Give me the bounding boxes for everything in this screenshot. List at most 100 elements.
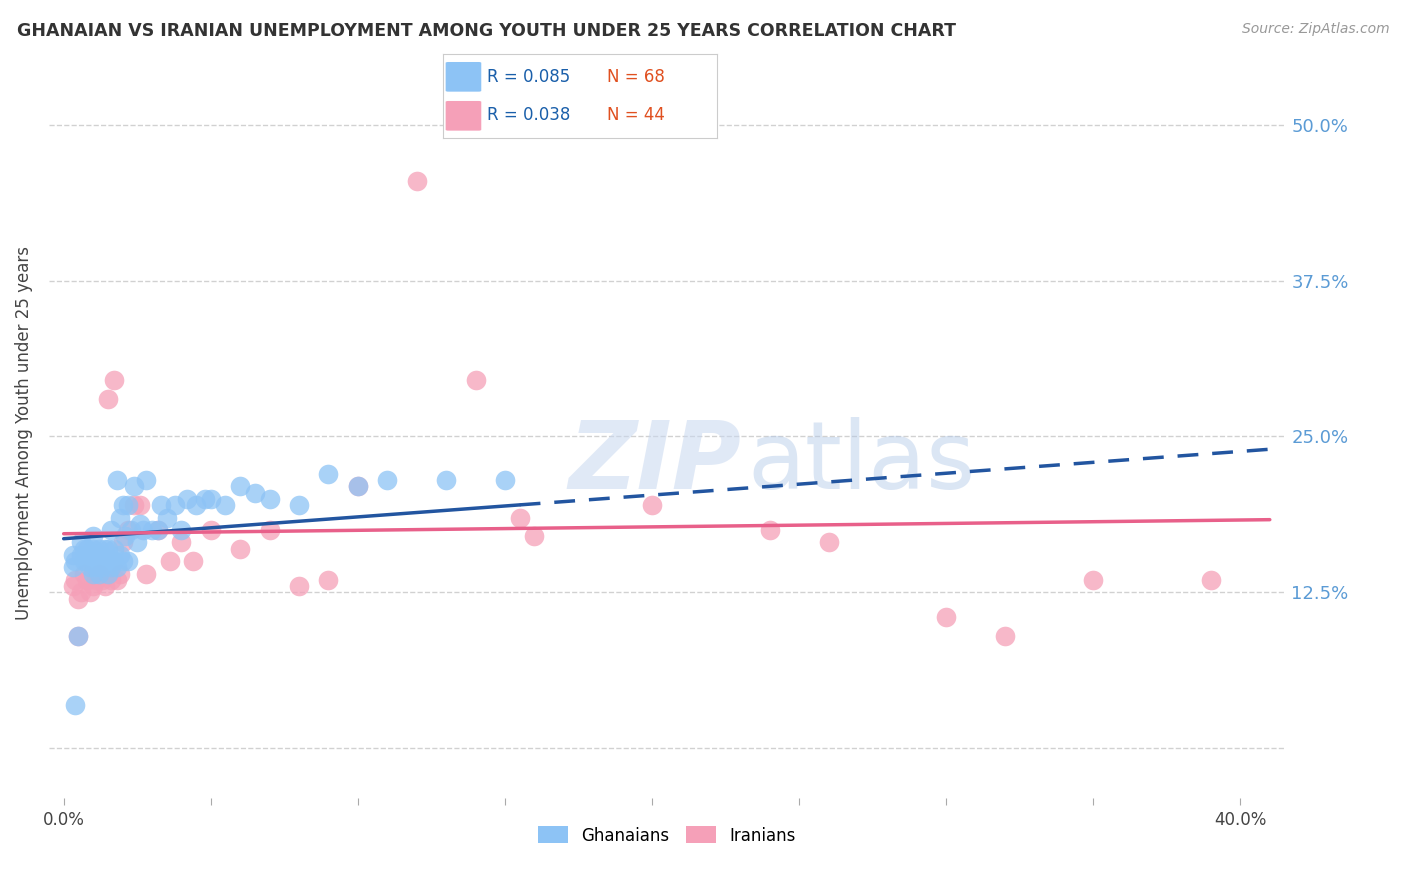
Point: [935, 610, 957, 624]
Point: [159, 554, 181, 568]
Point: [464, 373, 486, 387]
Point: [67, 629, 90, 643]
Point: [105, 473, 128, 487]
Point: [70, 548, 93, 562]
Point: [108, 510, 131, 524]
Point: [117, 554, 139, 568]
Point: [82, 579, 104, 593]
Point: [62, 579, 84, 593]
Point: [82, 566, 104, 581]
Point: [229, 479, 252, 493]
Point: [181, 554, 204, 568]
Point: [434, 473, 457, 487]
Point: [111, 554, 134, 568]
Point: [65, 554, 87, 568]
Point: [200, 523, 222, 537]
Y-axis label: Unemployment Among Youth under 25 years: Unemployment Among Youth under 25 years: [15, 246, 32, 620]
Point: [1199, 573, 1222, 587]
Point: [375, 473, 398, 487]
Point: [87, 554, 110, 568]
Point: [76, 541, 98, 556]
Point: [105, 560, 128, 574]
Point: [67, 629, 90, 643]
Point: [146, 523, 169, 537]
Point: [103, 541, 125, 556]
Point: [100, 560, 122, 574]
Point: [347, 479, 370, 493]
Point: [111, 498, 134, 512]
Point: [97, 392, 120, 406]
Point: [73, 541, 96, 556]
Point: [141, 523, 163, 537]
Point: [100, 523, 122, 537]
Point: [94, 579, 117, 593]
Point: [127, 535, 149, 549]
FancyBboxPatch shape: [446, 101, 481, 130]
Point: [117, 523, 139, 537]
Point: [97, 566, 120, 581]
Point: [1083, 573, 1105, 587]
Point: [165, 498, 187, 512]
Legend: Ghanaians, Iranians: Ghanaians, Iranians: [538, 826, 796, 845]
Point: [994, 629, 1017, 643]
Point: [243, 485, 266, 500]
Text: atlas: atlas: [747, 417, 976, 508]
Point: [135, 473, 157, 487]
Point: [79, 560, 101, 574]
Point: [176, 491, 198, 506]
Point: [817, 535, 839, 549]
Point: [170, 535, 193, 549]
Point: [82, 554, 104, 568]
Point: [288, 579, 311, 593]
Point: [73, 554, 96, 568]
Point: [84, 548, 107, 562]
Text: N = 44: N = 44: [607, 106, 665, 124]
Point: [84, 560, 107, 574]
Point: [90, 560, 112, 574]
Point: [100, 573, 122, 587]
Point: [84, 573, 107, 587]
Point: [70, 535, 93, 549]
Point: [65, 698, 87, 712]
Point: [347, 479, 370, 493]
Point: [62, 548, 84, 562]
Point: [259, 523, 281, 537]
Point: [120, 523, 142, 537]
Point: [229, 541, 252, 556]
Point: [79, 585, 101, 599]
Point: [641, 498, 664, 512]
Point: [87, 541, 110, 556]
Point: [97, 541, 120, 556]
Point: [65, 573, 87, 587]
Point: [170, 523, 193, 537]
Point: [114, 529, 136, 543]
Point: [149, 498, 172, 512]
Point: [288, 498, 311, 512]
Point: [523, 529, 546, 543]
Point: [76, 573, 98, 587]
Point: [194, 491, 217, 506]
Point: [73, 566, 96, 581]
Point: [90, 548, 112, 562]
Point: [70, 585, 93, 599]
Point: [111, 535, 134, 549]
Point: [132, 523, 155, 537]
Point: [79, 548, 101, 562]
Point: [259, 491, 281, 506]
Text: GHANAIAN VS IRANIAN UNEMPLOYMENT AMONG YOUTH UNDER 25 YEARS CORRELATION CHART: GHANAIAN VS IRANIAN UNEMPLOYMENT AMONG Y…: [17, 22, 956, 40]
Point: [758, 523, 780, 537]
Point: [103, 554, 125, 568]
Point: [67, 591, 90, 606]
Point: [124, 479, 146, 493]
Point: [200, 491, 222, 506]
Text: ZIP: ZIP: [568, 417, 741, 508]
Point: [124, 498, 146, 512]
Point: [129, 516, 152, 531]
Point: [494, 473, 516, 487]
Point: [97, 554, 120, 568]
Point: [82, 541, 104, 556]
Point: [108, 566, 131, 581]
Point: [82, 529, 104, 543]
Point: [214, 498, 236, 512]
Point: [105, 573, 128, 587]
